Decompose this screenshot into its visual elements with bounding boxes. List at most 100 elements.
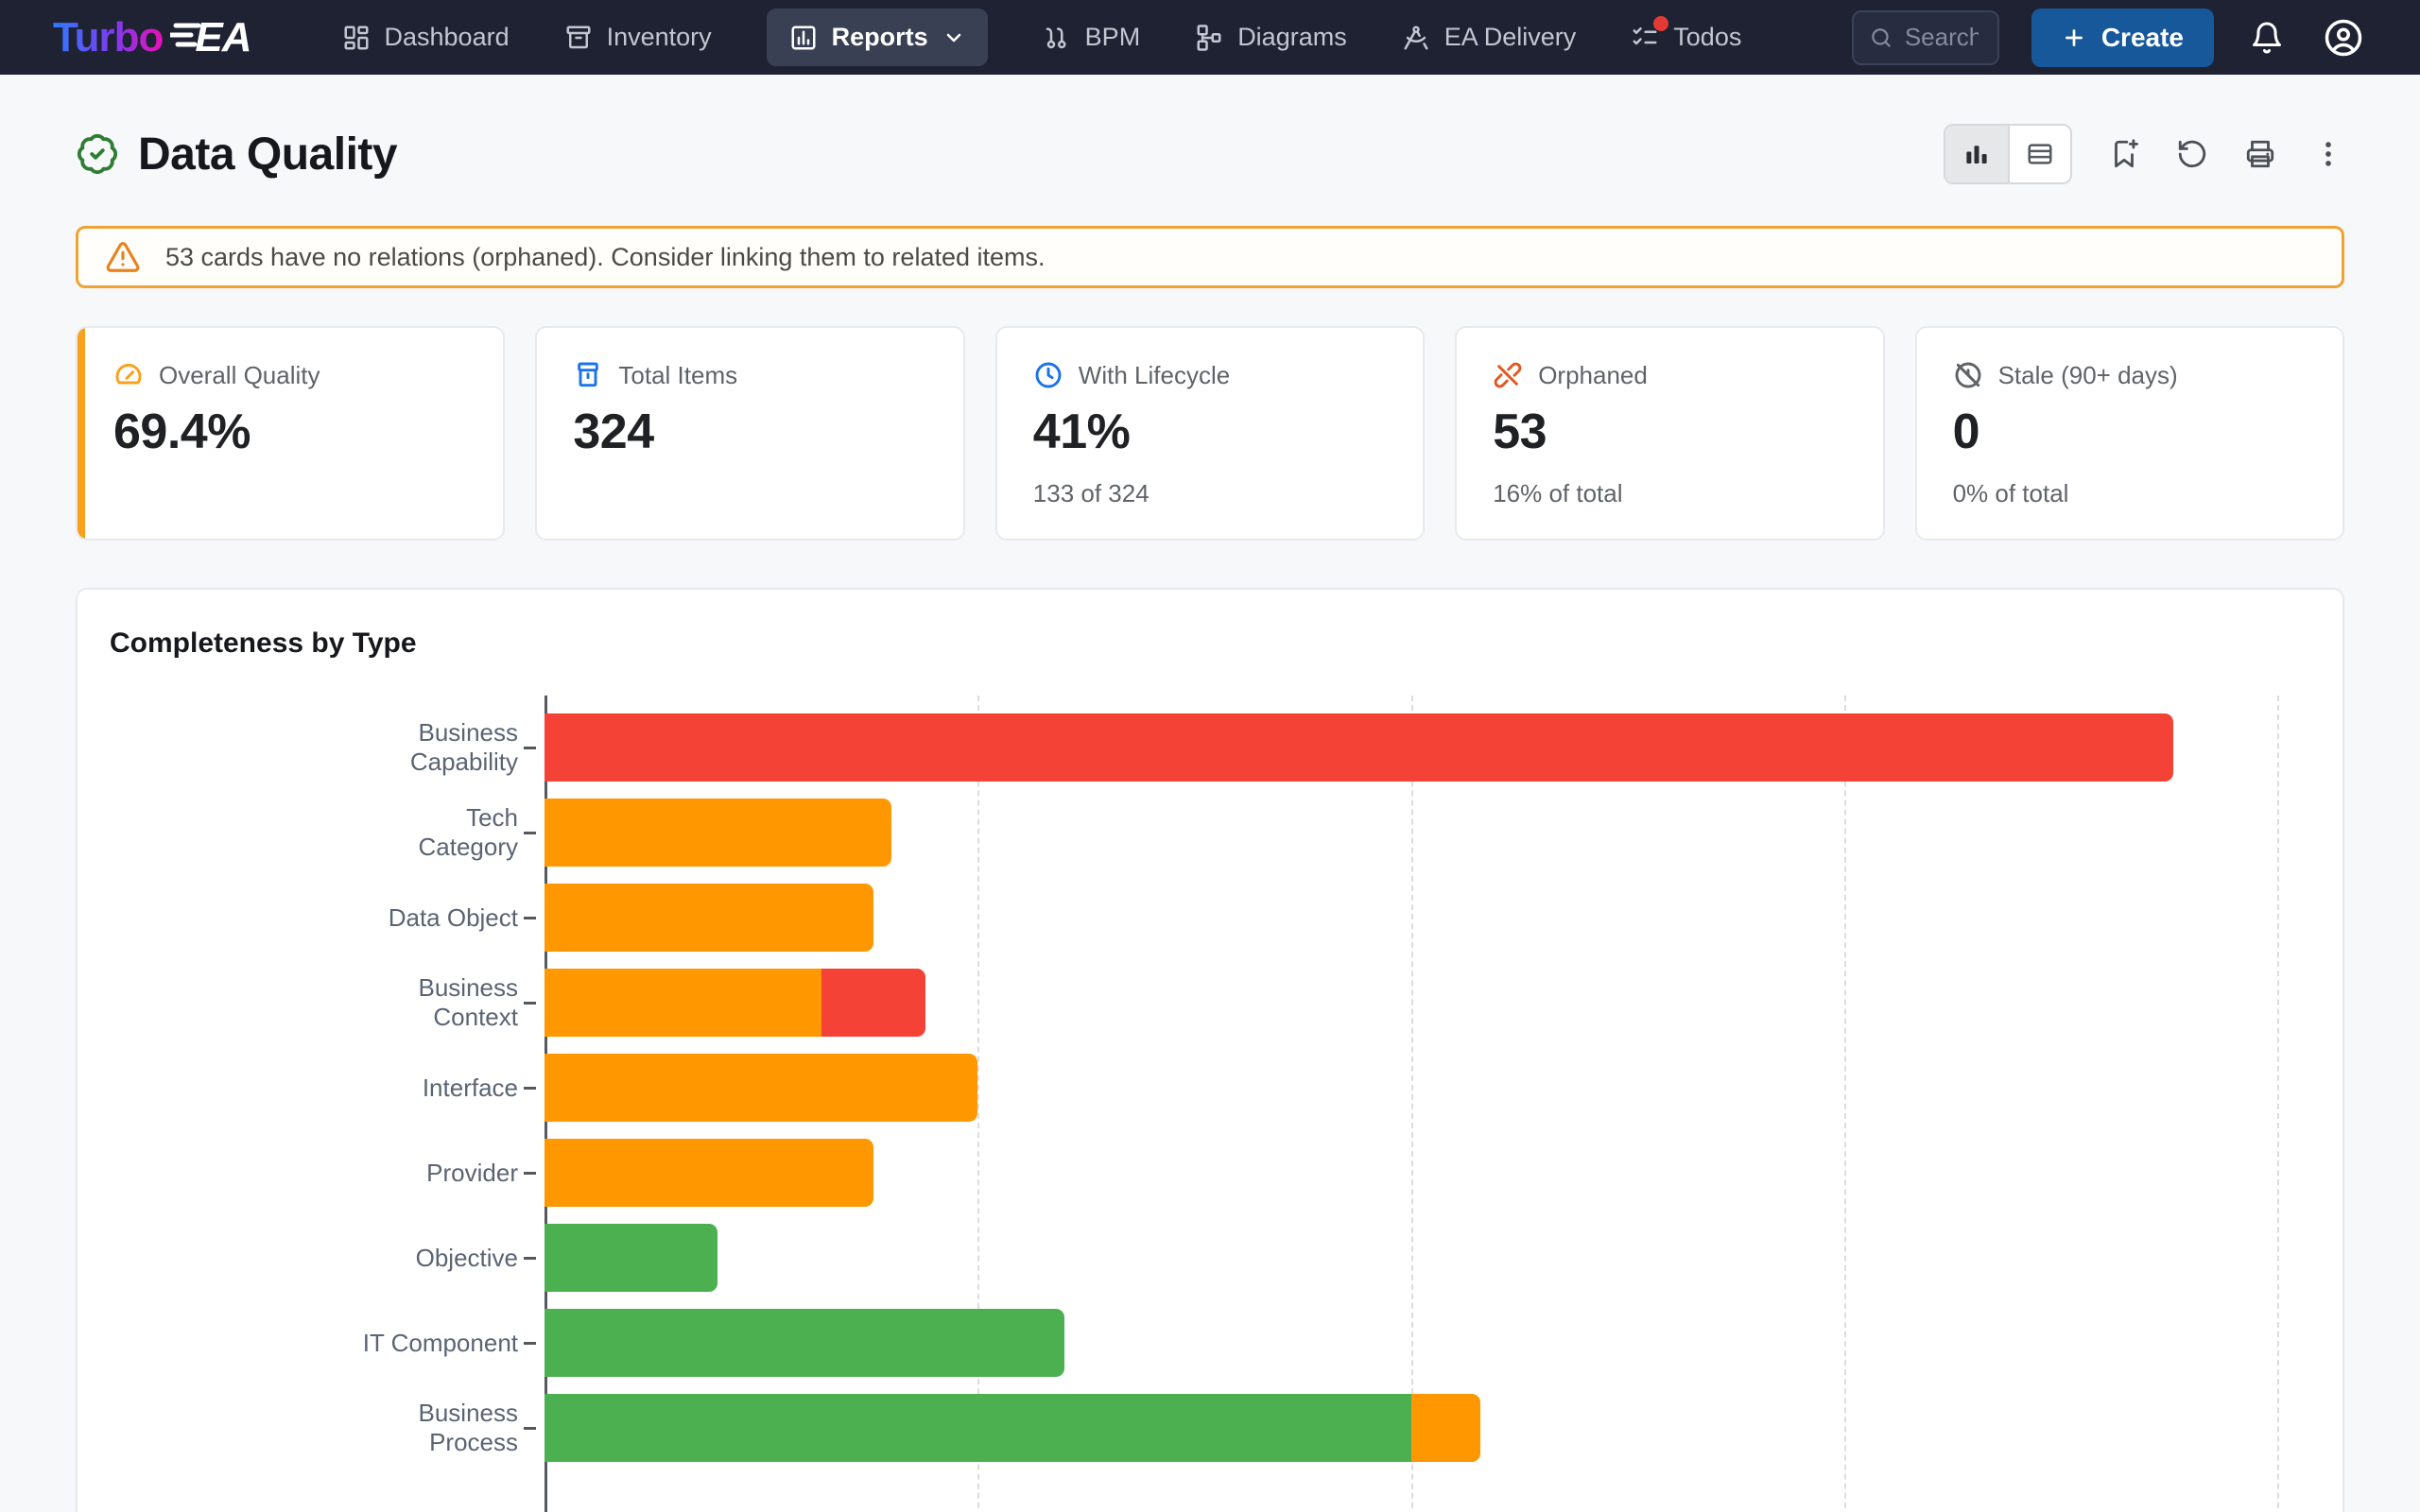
- stat-card-overall-quality: Overall Quality 69.4%: [76, 326, 505, 541]
- chart-bar-track: [544, 1224, 2342, 1292]
- gauge-icon: [113, 360, 144, 390]
- bookmark-plus-icon: [2108, 138, 2140, 170]
- bpm-flow-icon: [1043, 24, 1071, 52]
- search-icon: [1869, 26, 1893, 50]
- orphaned-warning-banner: 53 cards have no relations (orphaned). C…: [76, 226, 2344, 288]
- chart-row: Interface: [78, 1045, 2342, 1130]
- nav-item-inventory[interactable]: Inventory: [564, 23, 712, 52]
- nav-item-diagrams[interactable]: Diagrams: [1195, 23, 1347, 52]
- bar-segment-low: [821, 969, 925, 1037]
- chart-row: BusinessContext: [78, 960, 2342, 1045]
- global-search[interactable]: [1852, 10, 1999, 65]
- chart-view-button[interactable]: [1945, 126, 2008, 182]
- kebab-menu-icon: [2312, 138, 2344, 170]
- axis-tick: [518, 917, 544, 919]
- chart-row: TechCategory: [78, 790, 2342, 875]
- bar-chart-view-icon: [1962, 140, 1991, 168]
- axis-tick: [518, 747, 544, 749]
- stat-value: 41%: [1033, 404, 1387, 460]
- axis-tick: [518, 1002, 544, 1005]
- chart-row: BusinessCapability: [78, 705, 2342, 790]
- search-input[interactable]: [1905, 23, 1979, 52]
- axis-tick: [518, 1427, 544, 1430]
- nav-item-todos[interactable]: Todos: [1631, 23, 1741, 52]
- axis-tick: [518, 1342, 544, 1345]
- stat-value: 53: [1493, 404, 1846, 460]
- bar-segment-medium: [544, 1054, 977, 1122]
- main-nav: Dashboard Inventory Reports BPM: [342, 9, 1742, 66]
- user-avatar-icon: [2324, 18, 2363, 58]
- refresh-button[interactable]: [2176, 138, 2208, 170]
- warning-text: 53 cards have no relations (orphaned). C…: [165, 243, 1046, 272]
- clock-icon: [1033, 360, 1063, 390]
- table-view-icon: [2026, 140, 2054, 168]
- chart-row: Provider: [78, 1130, 2342, 1215]
- stat-sub: 133 of 324: [1033, 479, 1387, 508]
- speed-lines-icon: [170, 20, 202, 58]
- stat-value: 324: [573, 404, 926, 460]
- nav-item-dashboard[interactable]: Dashboard: [342, 23, 510, 52]
- chart-category-label: Objective: [78, 1244, 518, 1273]
- notifications-button[interactable]: [2246, 17, 2288, 59]
- printer-icon: [2244, 138, 2276, 170]
- nav-item-reports[interactable]: Reports: [767, 9, 988, 66]
- user-menu-button[interactable]: [2320, 14, 2367, 61]
- chart-bar-track: [544, 799, 2342, 867]
- inventory-box-icon: [564, 24, 593, 52]
- chart-category-label: BusinessContext: [78, 973, 518, 1032]
- dashboard-icon: [342, 24, 371, 52]
- chart-category-label: BusinessProcess: [78, 1399, 518, 1457]
- view-switcher: [1944, 124, 2072, 184]
- bar-segment-high: [544, 1224, 717, 1292]
- logo-text-turbo: Turbo: [53, 14, 163, 61]
- print-button[interactable]: [2244, 138, 2276, 170]
- create-button[interactable]: Create: [2031, 9, 2214, 67]
- axis-tick: [518, 832, 544, 834]
- stat-card-orphaned: Orphaned 53 16% of total: [1455, 326, 1884, 541]
- chart-row: Data Object: [78, 875, 2342, 960]
- compass-icon: [1402, 24, 1430, 52]
- chart-bar-track: [544, 713, 2342, 782]
- chart-bar-track: [544, 969, 2342, 1037]
- bookmark-button[interactable]: [2108, 138, 2140, 170]
- completeness-chart-card: Completeness by Type BusinessCapability T…: [76, 588, 2344, 1512]
- warning-triangle-icon: [105, 239, 141, 275]
- bar-segment-high: [544, 1394, 1411, 1462]
- bar-segment-medium: [544, 969, 821, 1037]
- logo-text-ea: EA: [195, 14, 251, 61]
- chart-title: Completeness by Type: [110, 627, 2342, 660]
- stat-sub: 16% of total: [1493, 479, 1846, 508]
- stat-card-stale: Stale (90+ days) 0 0% of total: [1915, 326, 2344, 541]
- chart-category-label: Interface: [78, 1074, 518, 1103]
- chart-row: Objective: [78, 1215, 2342, 1300]
- chart-category-label: BusinessCapability: [78, 718, 518, 777]
- stat-value: 69.4%: [113, 404, 467, 460]
- completeness-bar-chart: BusinessCapability TechCategory Data Objec…: [78, 705, 2342, 1470]
- chart-bar-track: [544, 1054, 2342, 1122]
- bar-segment-medium: [544, 1139, 873, 1207]
- nav-item-bpm[interactable]: BPM: [1043, 23, 1141, 52]
- axis-tick: [518, 1172, 544, 1175]
- items-box-icon: [573, 360, 603, 390]
- chart-category-label: Data Object: [78, 903, 518, 933]
- stat-card-total-items: Total Items 324: [535, 326, 964, 541]
- top-navbar: Turbo EA Dashboard Inventory: [0, 0, 2420, 75]
- chart-category-label: Provider: [78, 1159, 518, 1188]
- table-view-button[interactable]: [2008, 126, 2070, 182]
- app-logo[interactable]: Turbo EA: [53, 14, 251, 61]
- bell-icon: [2250, 21, 2284, 55]
- axis-tick: [518, 1087, 544, 1090]
- stat-value: 0: [1953, 404, 2307, 460]
- chart-category-label: TechCategory: [78, 803, 518, 862]
- chart-bar-track: [544, 884, 2342, 952]
- refresh-icon: [2176, 138, 2208, 170]
- bar-segment-medium: [544, 799, 891, 867]
- report-chart-icon: [789, 24, 818, 52]
- more-options-button[interactable]: [2312, 138, 2344, 170]
- chart-bar-track: [544, 1394, 2342, 1462]
- axis-tick: [518, 1257, 544, 1260]
- chart-bar-track: [544, 1139, 2342, 1207]
- nav-item-ea-delivery[interactable]: EA Delivery: [1402, 23, 1577, 52]
- quality-badge-icon: [76, 132, 119, 176]
- stat-card-with-lifecycle: With Lifecycle 41% 133 of 324: [995, 326, 1425, 541]
